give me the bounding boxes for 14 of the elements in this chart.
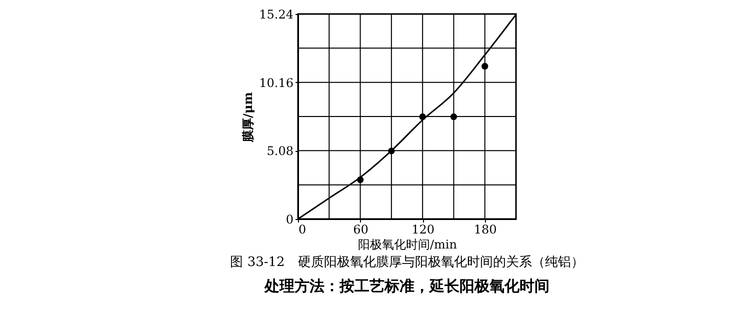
x-tick-label: 120 xyxy=(412,222,435,236)
y-tick-label: 10.16 xyxy=(259,76,294,90)
x-tick-label: 60 xyxy=(353,222,368,236)
y-axis-title: 膜厚/μm xyxy=(241,92,256,143)
x-axis-title: 阳极氧化时间/min xyxy=(358,238,458,252)
text: 处理方法：按工艺标准，延长阳极氧化时间 xyxy=(264,277,550,295)
y-tick-label: 15.24 xyxy=(259,8,294,22)
point xyxy=(450,113,458,120)
x-tick-label: 0 xyxy=(298,222,306,236)
point xyxy=(482,62,488,70)
x-tick-label: 180 xyxy=(474,222,497,236)
y-tick-label: 0 xyxy=(286,212,294,226)
y-tick-label: 5.08 xyxy=(266,144,294,158)
caption: 图 33-12 硬质阳极氧化膜厚与阳极氧化时间的关系（纯铝） xyxy=(230,255,584,270)
